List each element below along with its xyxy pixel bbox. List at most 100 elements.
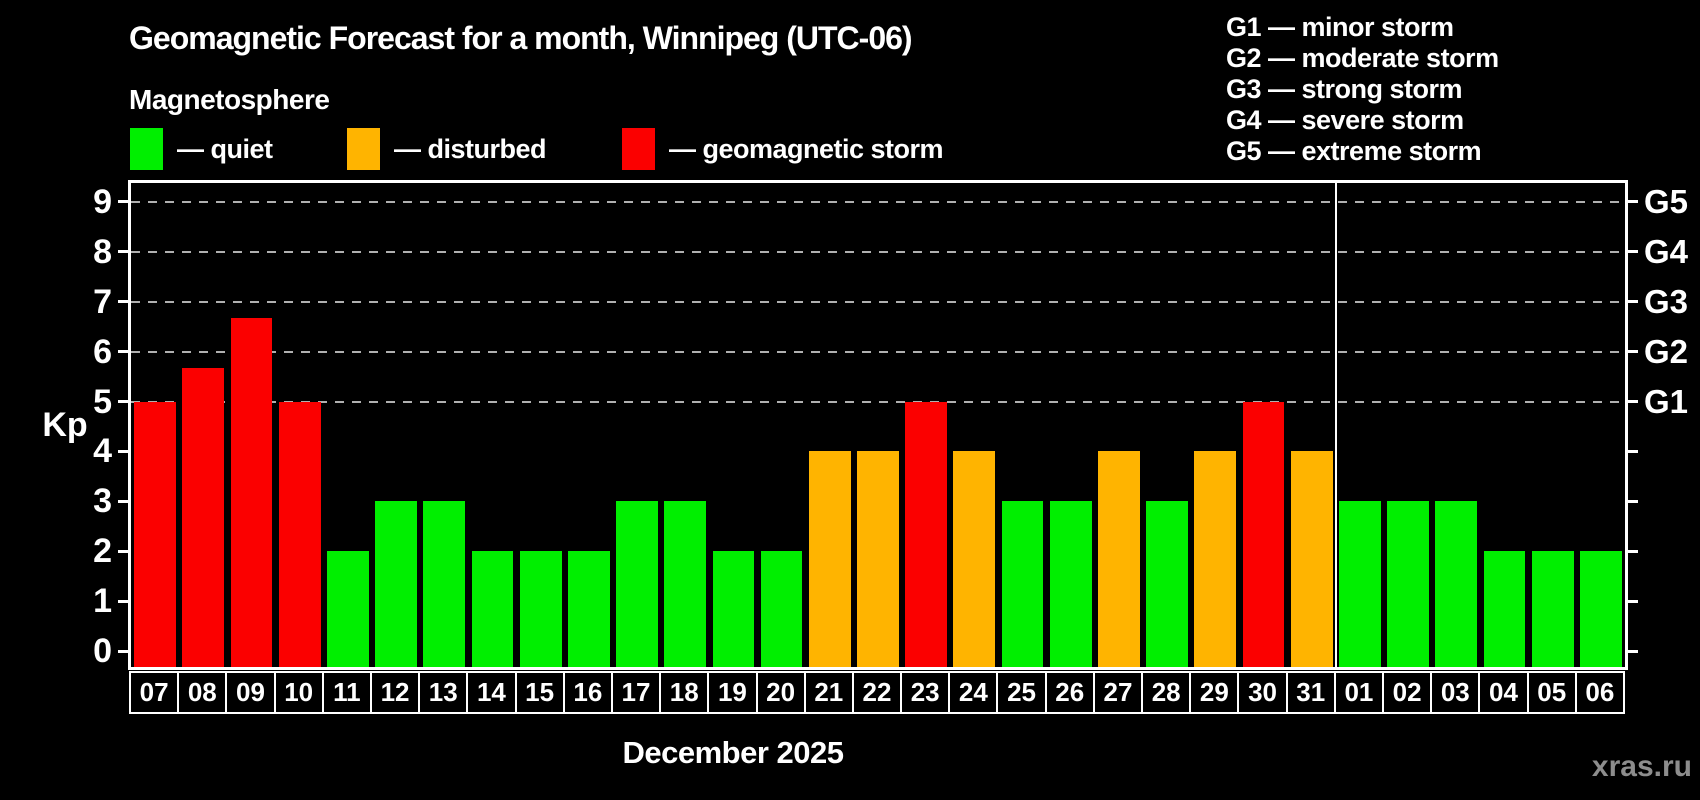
day-box-09: 09	[225, 671, 276, 714]
right-tick-6	[1625, 350, 1638, 354]
day-box-06: 06	[1574, 671, 1625, 714]
y-axis-label-0: 0	[93, 632, 112, 670]
y-axis-label-9: 9	[93, 182, 112, 221]
left-tick-6	[118, 350, 131, 354]
kp-bar-14	[471, 551, 514, 667]
legend-item-disturbed: — disturbed	[347, 126, 547, 172]
gridline-kp6	[131, 350, 1625, 353]
day-box-22: 22	[851, 671, 903, 714]
kp-bar-10	[278, 401, 321, 667]
gridline-kp7	[131, 300, 1625, 303]
day-box-20: 20	[755, 671, 806, 714]
right-tick-1	[1625, 599, 1638, 603]
day-box-11: 11	[321, 671, 372, 714]
day-box-21: 21	[803, 671, 854, 714]
kp-bar-21	[808, 451, 851, 667]
page-title: Geomagnetic Forecast for a month, Winnip…	[129, 20, 913, 56]
right-tick-0	[1625, 649, 1638, 653]
kp-bar-23	[905, 401, 948, 667]
y-axis-label-1: 1	[93, 582, 112, 621]
y-axis-label-7: 7	[93, 282, 112, 321]
g-axis-label-g1: G1	[1644, 382, 1689, 420]
right-tick-5	[1625, 400, 1638, 403]
day-box-17: 17	[610, 671, 662, 714]
day-box-12: 12	[369, 671, 421, 714]
day-box-07: 07	[129, 671, 180, 714]
day-box-03: 03	[1430, 671, 1481, 714]
day-box-27: 27	[1092, 671, 1144, 714]
kp-bar-18	[664, 501, 707, 667]
day-box-13: 13	[418, 671, 469, 714]
y-axis-label-8: 8	[93, 232, 112, 271]
day-box-01: 01	[1333, 671, 1385, 714]
day-box-31: 31	[1285, 671, 1336, 714]
left-tick-5	[118, 400, 131, 403]
kp-bar-27	[1098, 451, 1140, 667]
left-tick-7	[118, 300, 131, 304]
day-box-23: 23	[900, 671, 951, 714]
kp-bar-02	[1387, 501, 1429, 667]
gridline-kp9	[131, 200, 1625, 203]
kp-bar-01	[1339, 501, 1381, 667]
kp-bar-20	[760, 551, 803, 667]
day-box-10: 10	[273, 671, 324, 714]
left-tick-0	[118, 649, 131, 653]
left-tick-9	[118, 200, 131, 204]
kp-bar-11	[326, 551, 369, 667]
left-tick-3	[118, 499, 131, 503]
kp-bar-15	[519, 551, 562, 667]
right-tick-3	[1625, 499, 1638, 503]
legend-label-quiet: — quiet	[177, 133, 273, 164]
g-legend-line-5: G5 — extreme storm	[1226, 136, 1482, 166]
legend-item-storm: — geomagnetic storm	[622, 126, 944, 172]
day-box-16: 16	[562, 671, 613, 714]
legend-label-storm: — geomagnetic storm	[669, 133, 944, 164]
legend-item-quiet: — quiet	[130, 126, 273, 172]
kp-bar-08	[182, 368, 225, 667]
kp-bar-31	[1290, 451, 1333, 667]
day-box-24: 24	[948, 671, 999, 714]
kp-bar-12	[375, 501, 417, 667]
kp-bar-07	[134, 401, 176, 667]
right-tick-4	[1625, 449, 1638, 453]
x-axis-title: December 2025	[622, 735, 845, 770]
left-tick-2	[118, 549, 131, 553]
y-axis-label-6: 6	[93, 332, 112, 371]
day-box-30: 30	[1237, 671, 1288, 714]
g-axis-label-g5: G5	[1644, 182, 1689, 220]
kp-bar-06	[1580, 551, 1622, 667]
g-legend-line-4: G4 — severe storm	[1226, 105, 1464, 135]
g-axis-label-g2: G2	[1644, 332, 1689, 370]
y-axis-label-2: 2	[93, 532, 112, 571]
kp-bar-24	[953, 451, 996, 667]
state-legend: — quiet — disturbed — geomagnetic storm	[0, 126, 1100, 172]
right-tick-8	[1625, 250, 1638, 254]
storm-color-swatch	[622, 128, 655, 170]
kp-bar-16	[567, 551, 610, 667]
right-tick-9	[1625, 200, 1638, 204]
left-tick-4	[118, 449, 131, 453]
disturbed-color-swatch	[347, 128, 380, 170]
magnetosphere-label: Magnetosphere	[129, 84, 330, 115]
day-box-26: 26	[1044, 671, 1095, 714]
right-tick-7	[1625, 300, 1638, 304]
left-tick-8	[118, 250, 131, 254]
gridline-kp5	[131, 400, 1625, 403]
kp-bar-26	[1049, 501, 1092, 667]
g-legend-line-3: G3 — strong storm	[1226, 74, 1463, 104]
kp-bar-03	[1435, 501, 1478, 667]
kp-bar-28	[1146, 501, 1189, 667]
g-axis-label-g3: G3	[1644, 282, 1689, 320]
kp-bar-09	[230, 318, 273, 667]
plot-area	[128, 180, 1628, 670]
legend-label-disturbed: — disturbed	[394, 133, 547, 164]
kp-bar-25	[1001, 501, 1044, 667]
left-tick-1	[118, 599, 131, 603]
quiet-color-swatch	[130, 128, 163, 170]
day-box-05: 05	[1526, 671, 1577, 714]
kp-bar-05	[1531, 551, 1574, 667]
y-axis-title: Kp	[42, 406, 88, 444]
watermark: xras.ru	[1591, 750, 1692, 783]
day-box-04: 04	[1478, 671, 1529, 714]
